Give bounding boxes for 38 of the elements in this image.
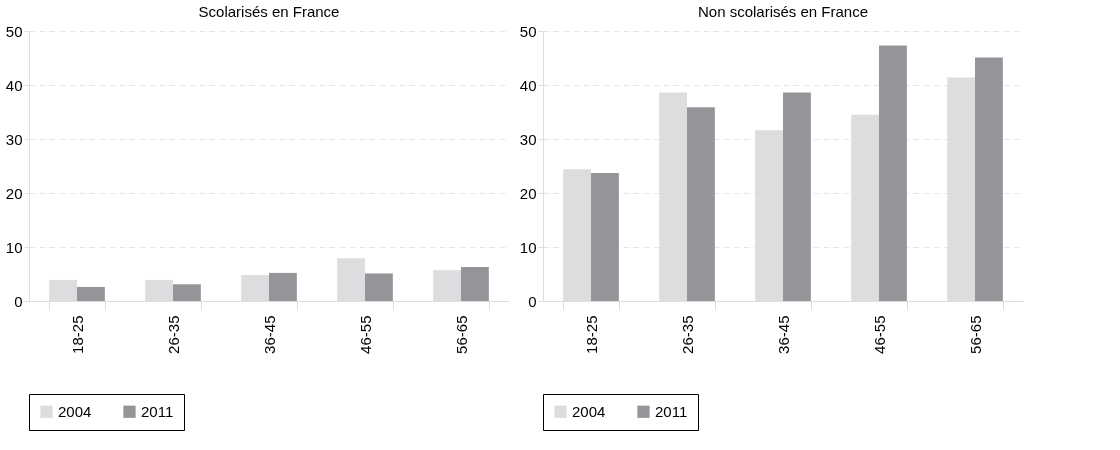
x-tick-label: 46-55 — [356, 315, 374, 354]
y-tick-label: 20 — [5, 184, 23, 202]
legend-label: 2011 — [655, 402, 688, 420]
bar — [975, 57, 1003, 301]
y-tick-label: 20 — [519, 184, 537, 202]
x-tick-label: 26-35 — [164, 315, 182, 354]
bar — [783, 92, 811, 301]
x-tick-label: 26-35 — [678, 315, 696, 354]
x-tick-label: 36-45 — [774, 315, 792, 354]
y-tick-label: 40 — [5, 76, 23, 94]
bar — [879, 45, 907, 301]
legend-label: 2004 — [58, 402, 92, 420]
y-tick-label: 0 — [528, 292, 537, 310]
y-tick-label: 30 — [519, 130, 537, 148]
x-tick-label: 56-65 — [452, 315, 470, 354]
bar — [687, 107, 715, 301]
bar — [77, 286, 105, 301]
y-tick-label: 10 — [519, 238, 537, 256]
x-tick-label: 56-65 — [966, 315, 984, 354]
y-tick-label: 30 — [5, 130, 23, 148]
x-tick-label: 36-45 — [260, 315, 278, 354]
legend-label: 2011 — [141, 402, 174, 420]
y-tick-label: 40 — [519, 76, 537, 94]
x-tick-label: 46-55 — [870, 315, 888, 354]
bar — [461, 266, 489, 301]
bar — [591, 173, 619, 301]
y-tick-label: 10 — [5, 238, 23, 256]
chart-title: Non scolarisés en France — [697, 3, 869, 20]
bar — [365, 273, 393, 301]
bar — [269, 272, 297, 301]
y-tick-label: 50 — [5, 22, 23, 40]
x-tick-label: 18-25 — [582, 315, 600, 354]
y-tick-label: 50 — [519, 22, 537, 40]
chart-title: Scolarisés en France — [198, 3, 340, 20]
y-tick-label: 0 — [14, 292, 23, 310]
bar — [173, 284, 201, 301]
x-tick-label: 18-25 — [68, 315, 86, 354]
legend-label: 2004 — [572, 402, 606, 420]
